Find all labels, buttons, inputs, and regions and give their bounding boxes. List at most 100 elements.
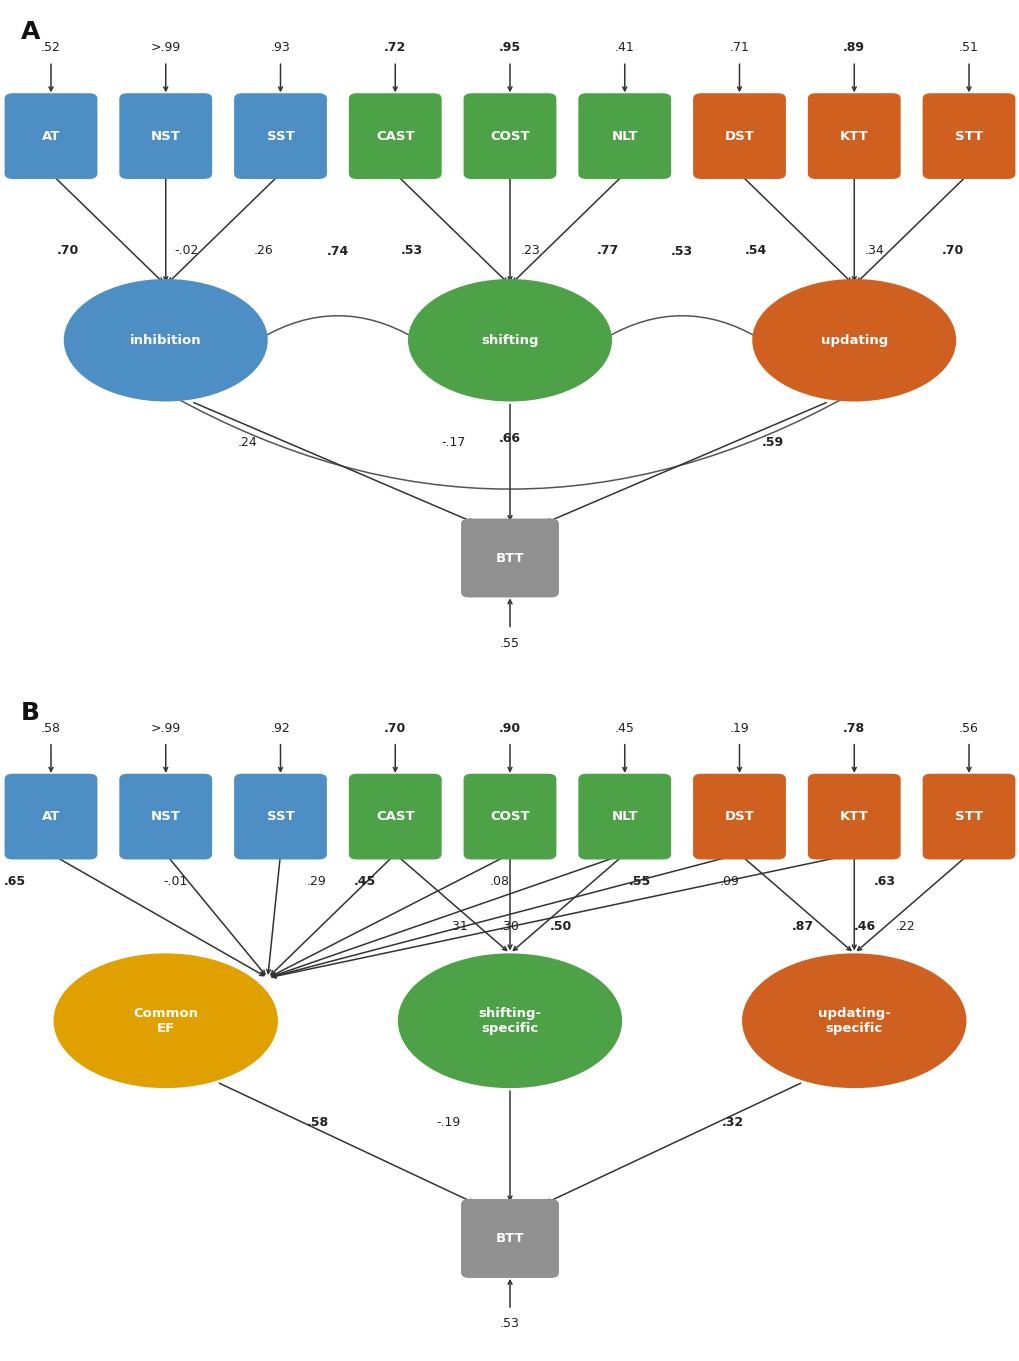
Text: .59: .59 [761, 436, 783, 449]
Text: .53: .53 [499, 1317, 520, 1330]
FancyBboxPatch shape [807, 94, 900, 180]
Text: KTT: KTT [839, 129, 868, 143]
Text: .29: .29 [306, 875, 326, 887]
Text: .53: .53 [400, 244, 423, 257]
Text: .50: .50 [549, 920, 572, 932]
Ellipse shape [752, 279, 956, 401]
Text: .45: .45 [354, 875, 375, 887]
Text: >.99: >.99 [151, 721, 180, 735]
Text: .70: .70 [56, 244, 78, 257]
Text: .56: .56 [958, 721, 978, 735]
Text: .52: .52 [41, 41, 61, 54]
FancyBboxPatch shape [348, 773, 441, 860]
Text: .90: .90 [498, 721, 521, 735]
Text: .45: .45 [614, 721, 634, 735]
FancyBboxPatch shape [461, 1199, 558, 1278]
Text: AT: AT [42, 129, 60, 143]
Text: .22: .22 [895, 920, 914, 932]
Text: .51: .51 [958, 41, 978, 54]
Text: .71: .71 [729, 41, 749, 54]
Text: NST: NST [151, 810, 180, 823]
FancyBboxPatch shape [119, 773, 212, 860]
Text: .72: .72 [384, 41, 406, 54]
Text: .55: .55 [499, 637, 520, 649]
Ellipse shape [742, 953, 966, 1089]
Text: .95: .95 [498, 41, 521, 54]
Text: .31: .31 [448, 920, 469, 932]
Text: .58: .58 [41, 721, 61, 735]
Text: .08: .08 [489, 875, 510, 887]
Text: DST: DST [723, 129, 754, 143]
FancyBboxPatch shape [234, 94, 327, 180]
Ellipse shape [408, 279, 611, 401]
Text: STT: STT [954, 810, 982, 823]
Text: >.99: >.99 [151, 41, 180, 54]
Text: .74: .74 [326, 245, 348, 259]
Text: .92: .92 [270, 721, 290, 735]
Text: .23: .23 [520, 244, 540, 257]
Text: -.19: -.19 [436, 1116, 461, 1130]
FancyBboxPatch shape [693, 94, 786, 180]
Text: .53: .53 [671, 245, 693, 259]
Ellipse shape [397, 953, 622, 1089]
FancyBboxPatch shape [922, 773, 1015, 860]
FancyBboxPatch shape [5, 773, 98, 860]
FancyBboxPatch shape [807, 773, 900, 860]
Text: .24: .24 [237, 436, 257, 449]
Text: SST: SST [266, 129, 294, 143]
Text: .78: .78 [843, 721, 864, 735]
Text: Common
EF: Common EF [133, 1007, 198, 1034]
Text: A: A [20, 20, 40, 45]
Text: .58: .58 [306, 1116, 328, 1130]
Text: COST: COST [490, 810, 529, 823]
Text: BTT: BTT [495, 551, 524, 565]
Text: .87: .87 [792, 920, 813, 932]
Text: .34: .34 [864, 244, 883, 257]
Text: AT: AT [42, 810, 60, 823]
FancyBboxPatch shape [578, 773, 671, 860]
Text: .55: .55 [629, 875, 650, 887]
FancyBboxPatch shape [119, 94, 212, 180]
Text: B: B [20, 701, 40, 725]
Text: SST: SST [266, 810, 294, 823]
Text: .41: .41 [614, 41, 634, 54]
Text: .54: .54 [744, 244, 766, 257]
Text: updating: updating [820, 333, 887, 347]
Text: .89: .89 [843, 41, 864, 54]
FancyBboxPatch shape [461, 519, 558, 597]
Text: .09: .09 [718, 875, 739, 887]
Text: -.01: -.01 [164, 875, 187, 887]
FancyBboxPatch shape [5, 94, 98, 180]
Text: COST: COST [490, 129, 529, 143]
Text: .46: .46 [853, 920, 874, 932]
Text: shifting-
specific: shifting- specific [478, 1007, 541, 1034]
Ellipse shape [64, 279, 268, 401]
Text: .93: .93 [270, 41, 290, 54]
Text: -.02: -.02 [174, 244, 198, 257]
FancyBboxPatch shape [234, 773, 327, 860]
Text: .19: .19 [729, 721, 749, 735]
Text: shifting: shifting [481, 333, 538, 347]
Text: .65: .65 [4, 875, 26, 887]
Text: .66: .66 [498, 433, 521, 445]
FancyBboxPatch shape [693, 773, 786, 860]
Text: NLT: NLT [611, 810, 637, 823]
Text: KTT: KTT [839, 810, 868, 823]
FancyBboxPatch shape [348, 94, 441, 180]
Ellipse shape [54, 953, 278, 1089]
Text: .26: .26 [254, 244, 273, 257]
Text: NLT: NLT [611, 129, 637, 143]
Text: CAST: CAST [376, 810, 414, 823]
FancyBboxPatch shape [578, 94, 671, 180]
Text: NST: NST [151, 129, 180, 143]
FancyBboxPatch shape [464, 94, 556, 180]
Text: STT: STT [954, 129, 982, 143]
Text: inhibition: inhibition [129, 333, 202, 347]
Text: CAST: CAST [376, 129, 414, 143]
Text: .32: .32 [721, 1116, 744, 1130]
FancyBboxPatch shape [922, 94, 1015, 180]
Text: .30: .30 [499, 920, 520, 932]
Text: .70: .70 [384, 721, 406, 735]
Text: -.17: -.17 [441, 436, 466, 449]
Text: DST: DST [723, 810, 754, 823]
